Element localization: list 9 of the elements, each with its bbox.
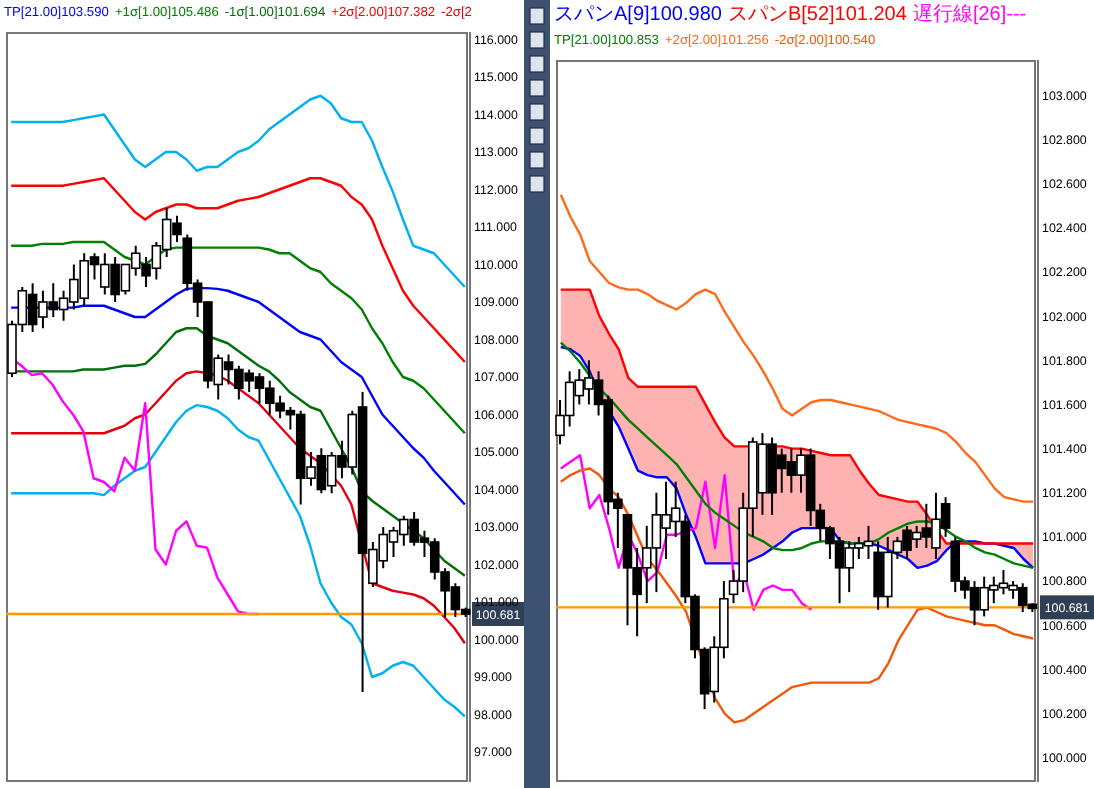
line-series <box>9 94 467 289</box>
line-series <box>9 177 467 364</box>
text: スパンB[52]101.204 <box>727 2 907 30</box>
line-series <box>559 193 1035 503</box>
text: 遅行線[26]--- <box>912 2 1027 30</box>
line-series <box>559 454 813 611</box>
line-series <box>9 403 467 718</box>
line-series <box>559 467 1035 724</box>
text: スパンA[9]100.980 <box>554 2 722 30</box>
